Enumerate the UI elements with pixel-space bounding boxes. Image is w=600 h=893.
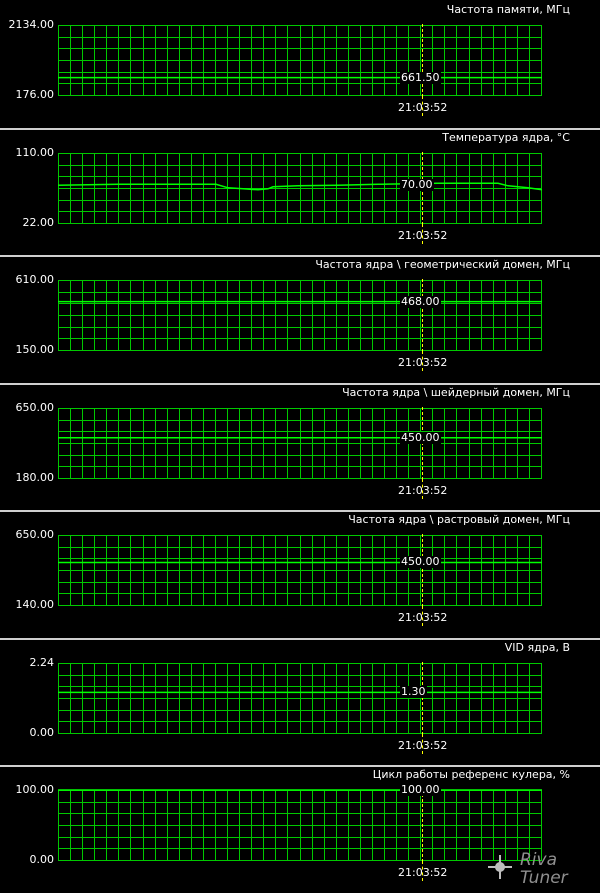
graph-grid[interactable]	[58, 24, 542, 96]
panel-separator[interactable]	[0, 638, 600, 640]
panel-title: Частота памяти, МГц	[446, 3, 570, 16]
cursor-value-label: 70.00	[400, 177, 434, 191]
y-axis-min-label: 140.00	[15, 598, 55, 611]
panel-separator[interactable]	[0, 510, 600, 512]
panel-title: VID ядра, В	[504, 641, 570, 654]
time-cursor-extension	[422, 479, 423, 499]
panel-title: Частота ядра \ растровый домен, МГц	[348, 513, 570, 526]
y-axis-min-label: 0.00	[29, 726, 55, 739]
graph-grid[interactable]	[58, 789, 542, 861]
cursor-time-label: 21:03:52	[398, 229, 448, 242]
y-axis-max-label: 2.24	[29, 656, 55, 669]
panel-separator[interactable]	[0, 765, 600, 767]
graph-panel: Цикл работы референс кулера, % 100.00 0.00…	[0, 765, 600, 893]
cursor-time-label: 21:03:52	[398, 484, 448, 497]
graph-grid[interactable]	[58, 152, 542, 224]
cursor-value-label: 661.50	[400, 70, 441, 84]
y-axis-max-label: 110.00	[15, 146, 55, 159]
panel-title: Цикл работы референс кулера, %	[372, 768, 570, 781]
cursor-time-label: 21:03:52	[398, 866, 448, 879]
y-axis-min-label: 150.00	[15, 343, 55, 356]
y-axis-max-label: 100.00	[15, 783, 55, 796]
y-axis-min-label: 22.00	[22, 216, 55, 229]
cursor-time-label: 21:03:52	[398, 356, 448, 369]
panel-separator[interactable]	[0, 128, 600, 130]
cursor-time-label: 21:03:52	[398, 739, 448, 752]
data-trace	[58, 182, 542, 191]
cursor-value-label: 450.00	[400, 555, 441, 569]
y-axis-max-label: 650.00	[15, 528, 55, 541]
graph-panel: Частота ядра \ геометрический домен, МГц…	[0, 255, 600, 383]
time-cursor-extension	[422, 224, 423, 244]
y-axis-max-label: 610.00	[15, 273, 55, 286]
cursor-time-label: 21:03:52	[398, 101, 448, 114]
y-axis-min-label: 176.00	[15, 88, 55, 101]
graph-grid[interactable]	[58, 407, 542, 479]
y-axis-max-label: 2134.00	[8, 18, 55, 31]
rivatuner-logo: Riva Tuner	[488, 850, 569, 888]
panel-title: Частота ядра \ геометрический домен, МГц	[315, 258, 570, 271]
graph-grid[interactable]	[58, 662, 542, 734]
panel-title: Температура ядра, °С	[442, 131, 570, 144]
panel-separator[interactable]	[0, 383, 600, 385]
svg-text:Riva: Riva	[520, 850, 557, 870]
time-cursor-extension	[422, 606, 423, 626]
graph-panel: Частота ядра \ шейдерный домен, МГц 650.0…	[0, 383, 600, 511]
time-cursor-extension	[422, 96, 423, 116]
cursor-value-label: 100.00	[400, 783, 441, 796]
cursor-time-label: 21:03:52	[398, 611, 448, 624]
time-cursor-extension	[422, 351, 423, 371]
y-axis-min-label: 180.00	[15, 471, 55, 484]
svg-text:Tuner: Tuner	[520, 868, 569, 888]
graph-panel: Частота памяти, МГц 2134.00 176.00 661.50 21…	[0, 0, 600, 128]
time-cursor-extension	[422, 861, 423, 881]
graph-panel: Частота ядра \ растровый домен, МГц 650.0…	[0, 510, 600, 638]
graph-panel: Температура ядра, °С 110.00 22.00 70.00 21:0…	[0, 128, 600, 256]
graph-panel: VID ядра, В 2.24 0.00 1.30 21:03:52	[0, 638, 600, 766]
graph-grid[interactable]	[58, 279, 542, 351]
panel-title: Частота ядра \ шейдерный домен, МГц	[342, 386, 570, 399]
cursor-value-label: 450.00	[400, 430, 441, 444]
cursor-value-label: 1.30	[400, 685, 427, 699]
graph-grid[interactable]	[58, 534, 542, 606]
cursor-value-label: 468.00	[400, 294, 441, 308]
panel-separator[interactable]	[0, 255, 600, 257]
y-axis-min-label: 0.00	[29, 853, 55, 866]
y-axis-max-label: 650.00	[15, 401, 55, 414]
time-cursor-extension	[422, 734, 423, 754]
